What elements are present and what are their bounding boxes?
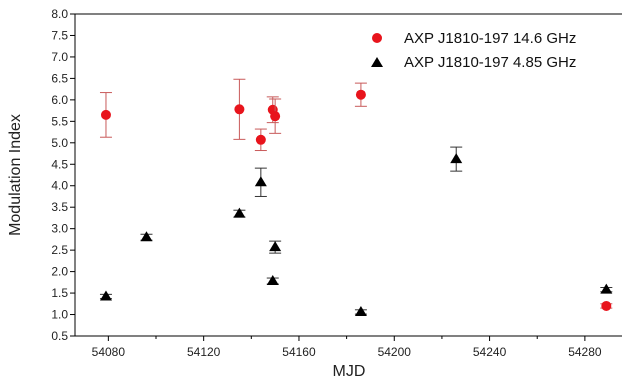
plot-frame [74, 13, 622, 337]
data-point [354, 305, 367, 316]
x-tick-label: 54160 [282, 345, 316, 359]
data-point [601, 300, 612, 311]
y-tick-label: 8.0 [51, 7, 68, 21]
series-1 [99, 146, 613, 316]
data-point [355, 89, 366, 100]
data-point [254, 176, 267, 187]
axes: 0.5 1.0 1.5 2.0 2.5 3.0 3.5 4.0 4.5 5.0 5.5 6.0 6.5 7… [51, 7, 622, 359]
y-tick-label: 7.5 [51, 28, 68, 42]
data-point [266, 275, 279, 286]
legend-label-4-85ghz: AXP J1810-197 4.85 GHz [404, 54, 576, 71]
y-axis-title: Modulation Index [7, 114, 24, 236]
data-point [450, 153, 463, 164]
y-tick-label: 4.5 [51, 157, 68, 171]
data-point [100, 109, 111, 120]
y-tick-label: 1.0 [51, 308, 68, 322]
y-tick-label: 0.5 [51, 329, 68, 343]
data-point [99, 290, 112, 301]
y-tick-label: 3.0 [51, 222, 68, 236]
series-0 [99, 78, 613, 311]
y-tick-label: 5.0 [51, 136, 68, 150]
data-point [269, 241, 282, 252]
x-axis-title: MJD [333, 363, 366, 380]
legend-marker-4-85ghz [371, 57, 383, 67]
legend-label-14-6ghz: AXP J1810-197 14.6 GHz [404, 30, 576, 47]
x-tick-label: 54080 [92, 345, 126, 359]
y-tick-label: 4.0 [51, 179, 68, 193]
x-tick-label: 54200 [378, 345, 412, 359]
y-tick-label: 1.5 [51, 286, 68, 300]
data-point [234, 104, 245, 115]
y-tick-label: 6.0 [51, 93, 68, 107]
data-point [255, 134, 266, 145]
data-point [140, 231, 153, 242]
y-tick-label: 5.5 [51, 114, 68, 128]
data-point [270, 111, 281, 122]
x-tick-label: 54240 [473, 345, 507, 359]
data-point [600, 283, 613, 294]
x-tick-label: 54280 [568, 345, 602, 359]
x-tick-label: 54120 [187, 345, 221, 359]
y-tick-label: 2.5 [51, 243, 68, 257]
y-tick-label: 3.5 [51, 200, 68, 214]
y-tick-label: 6.5 [51, 71, 68, 85]
legend-marker-14-6ghz [372, 33, 382, 43]
plot-area [99, 78, 613, 316]
legend: AXP J1810-197 14.6 GHz AXP J1810-197 4.8… [371, 30, 576, 71]
data-point [233, 207, 246, 218]
y-tick-label: 7.0 [51, 50, 68, 64]
y-tick-label: 2.0 [51, 265, 68, 279]
